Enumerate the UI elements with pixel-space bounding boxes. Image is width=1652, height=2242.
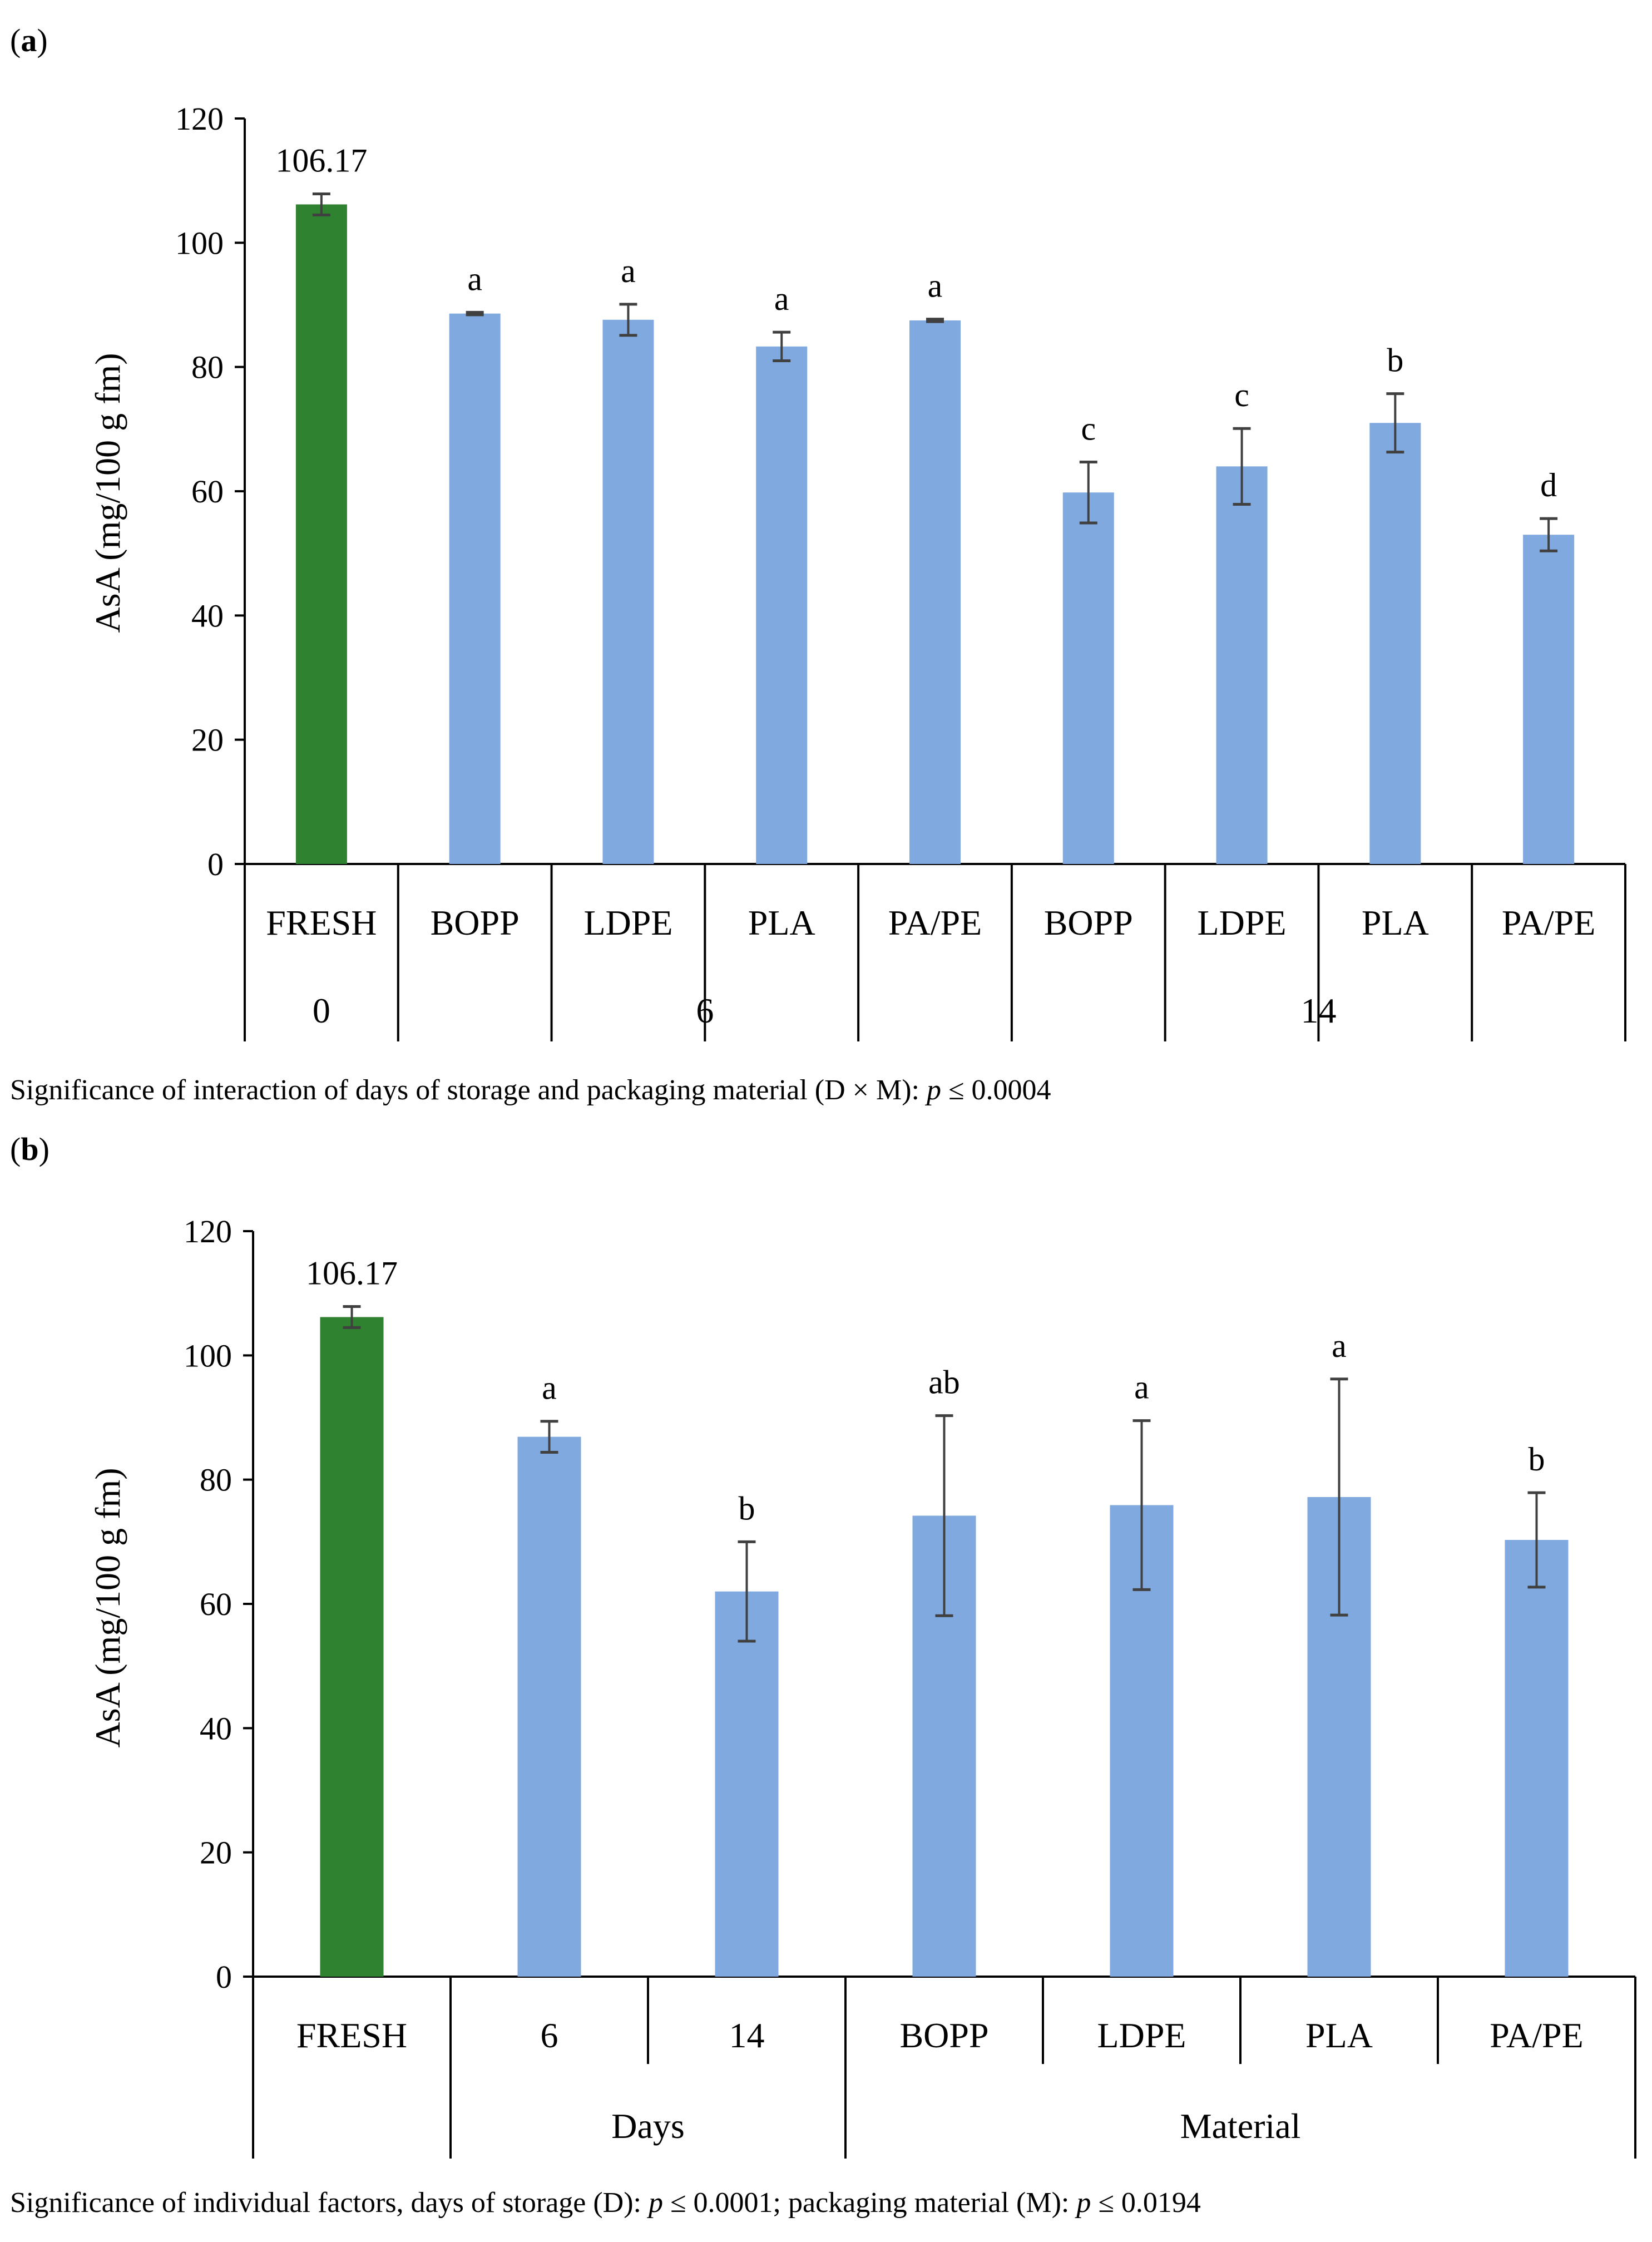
panel-a-bar-7 — [1369, 423, 1421, 864]
panel-b-significance-letter-3: ab — [928, 1364, 960, 1401]
panel-a-group-label-1: 6 — [696, 991, 714, 1030]
panel-a-bar-4 — [909, 320, 961, 864]
panel-b-significance-letter-2: b — [739, 1490, 755, 1527]
panel-b-label: (b) — [10, 1131, 50, 1167]
panel-b-y-tick-label: 60 — [200, 1586, 232, 1622]
panel-a-significance-letter-4: a — [928, 268, 943, 304]
panel-a-significance-letter-0: 106.17 — [275, 142, 367, 179]
panel-b-significance-letter-6: b — [1529, 1441, 1545, 1478]
panel-a-y-tick-label: 120 — [175, 101, 224, 137]
panel-a-significance-letter-3: a — [774, 280, 789, 317]
panel-b-group-label-2: Material — [1180, 2106, 1301, 2146]
panel-a-category-label-1: BOPP — [431, 903, 520, 942]
panel-b-y-tick-label: 80 — [200, 1462, 232, 1498]
panel-a-significance-letter-7: b — [1387, 342, 1403, 379]
panel-a-y-tick-label: 60 — [191, 473, 224, 510]
panel-b-bar-2 — [715, 1591, 779, 1977]
panel-b-category-label-1: 6 — [541, 2016, 558, 2055]
panel-b-category-label-3: BOPP — [899, 2016, 988, 2055]
panel-a-bar-8 — [1523, 535, 1575, 864]
panel-a-significance-letter-8: d — [1540, 467, 1557, 503]
panel-b-category-label-5: PLA — [1305, 2016, 1373, 2055]
panel-a-y-axis-title: AsA (mg/100 g fm) — [88, 353, 127, 633]
panel-b-y-tick-label: 100 — [184, 1337, 232, 1374]
panel-a-bar-5 — [1062, 492, 1114, 864]
panel-a-category-label-2: LDPE — [583, 903, 672, 942]
panel-a-y-tick-label: 20 — [191, 722, 224, 758]
panel-b-y-tick-label: 0 — [216, 1959, 232, 1995]
panel-a-bar-1 — [449, 313, 501, 864]
panel-b-category-label-2: 14 — [729, 2016, 765, 2055]
panel-b-caption: Significance of individual factors, days… — [10, 2187, 1201, 2219]
panel-a-significance-letter-5: c — [1081, 411, 1096, 447]
panel-a-group-label-2: 14 — [1300, 991, 1336, 1030]
panel-a-significance-letter-6: c — [1234, 377, 1249, 413]
panel-a-caption: Significance of interaction of days of s… — [10, 1074, 1051, 1106]
panel-b-y-axis-title: AsA (mg/100 g fm) — [88, 1468, 127, 1747]
panel-b-significance-letter-1: a — [542, 1370, 557, 1406]
panel-a-significance-letter-2: a — [621, 253, 636, 289]
panel-a-category-label-8: PA/PE — [1502, 903, 1595, 942]
panel-b-category-label-4: LDPE — [1097, 2016, 1186, 2055]
panel-a-bar-3 — [756, 346, 808, 864]
panel-b-bar-6 — [1505, 1539, 1569, 1977]
panel-a-chart: 020406080100120106.17FRESHaBOPPaLDPEaPLA… — [175, 101, 1626, 1041]
panel-b-category-label-6: PA/PE — [1490, 2016, 1583, 2055]
panel-a-bar-2 — [602, 319, 654, 864]
panel-b-bar-0 — [320, 1317, 384, 1977]
panel-a-category-label-3: PLA — [748, 903, 815, 942]
panel-a-y-tick-label: 0 — [207, 846, 224, 882]
panel-a-significance-letter-1: a — [467, 260, 482, 297]
panel-b-significance-letter-5: a — [1332, 1327, 1347, 1364]
panel-a-category-label-6: LDPE — [1198, 903, 1287, 942]
panel-b-y-tick-label: 120 — [184, 1213, 232, 1250]
panel-b-bar-1 — [517, 1436, 581, 1977]
panel-b-y-tick-label: 20 — [200, 1835, 232, 1871]
panel-b-group-label-1: Days — [611, 2106, 685, 2146]
panel-a-y-tick-label: 40 — [191, 597, 224, 634]
panel-a-category-label-7: PLA — [1362, 903, 1429, 942]
panel-b-significance-letter-4: a — [1134, 1369, 1149, 1406]
panel-a-category-label-4: PA/PE — [888, 903, 982, 942]
panel-a-y-tick-label: 80 — [191, 349, 224, 386]
panel-b-significance-letter-0: 106.17 — [306, 1255, 398, 1291]
panel-a-category-label-5: BOPP — [1044, 903, 1133, 942]
panel-b-category-label-0: FRESH — [296, 2016, 407, 2055]
panel-a-bar-6 — [1216, 466, 1268, 864]
panel-a-group-label-0: 0 — [313, 991, 330, 1030]
panel-b-y-tick-label: 40 — [200, 1710, 232, 1746]
panel-a-label: (a) — [10, 22, 48, 58]
panel-a-bar-0 — [295, 204, 347, 864]
panel-b-chart: 020406080100120106.17FRESHa6b14abBOPPaLD… — [184, 1213, 1636, 2159]
panel-a-category-label-0: FRESH — [266, 903, 377, 942]
panel-a-y-tick-label: 100 — [175, 225, 224, 261]
